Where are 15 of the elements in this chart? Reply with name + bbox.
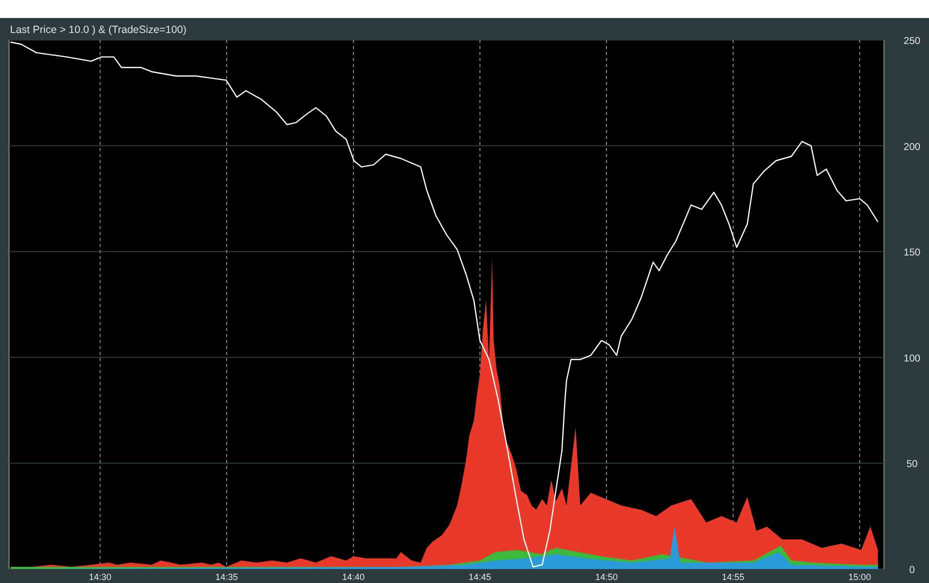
x-tick-label: 14:40 [342,572,365,582]
x-tick-label: 14:55 [722,572,744,582]
line-series [10,42,879,568]
y-tick-label: 50 [906,459,918,470]
chart-title: Last Price > 10.0 ) & (TradeSize=100) [10,24,186,36]
x-tick-label: 14:45 [468,572,492,582]
y-tick-label: 200 [904,142,921,153]
y-tick-label: 250 [904,36,921,47]
x-tick-label: 15:00 [848,572,871,582]
x-tick-label: 14:35 [215,572,238,582]
x-tick-label: 14:30 [88,572,112,582]
x-tick-label: 14:50 [595,572,618,582]
y-tick-label: 150 [904,248,921,259]
y-tick-label: 0 [909,565,916,576]
y-tick-label: 100 [904,353,921,364]
